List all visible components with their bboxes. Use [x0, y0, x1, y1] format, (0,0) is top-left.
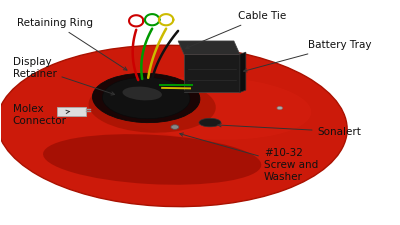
Text: Battery Tray: Battery Tray [244, 40, 371, 72]
Ellipse shape [43, 134, 261, 185]
Ellipse shape [88, 79, 216, 133]
Ellipse shape [92, 73, 200, 123]
Ellipse shape [113, 76, 311, 140]
Circle shape [171, 125, 179, 129]
Ellipse shape [0, 45, 347, 207]
Text: Display
Retainer: Display Retainer [13, 57, 115, 95]
Polygon shape [178, 41, 240, 54]
Polygon shape [240, 52, 246, 92]
Ellipse shape [102, 77, 190, 119]
Polygon shape [184, 54, 240, 92]
Text: Retaining Ring: Retaining Ring [17, 18, 127, 70]
Text: #10-32
Screw and
Washer: #10-32 Screw and Washer [180, 133, 318, 182]
Text: Cable Tie: Cable Tie [186, 11, 286, 49]
Ellipse shape [199, 118, 221, 127]
Ellipse shape [122, 87, 162, 100]
Polygon shape [56, 107, 86, 116]
Text: Molex
Connector: Molex Connector [13, 104, 70, 126]
Text: Sonalert: Sonalert [218, 124, 362, 137]
Circle shape [277, 106, 282, 110]
